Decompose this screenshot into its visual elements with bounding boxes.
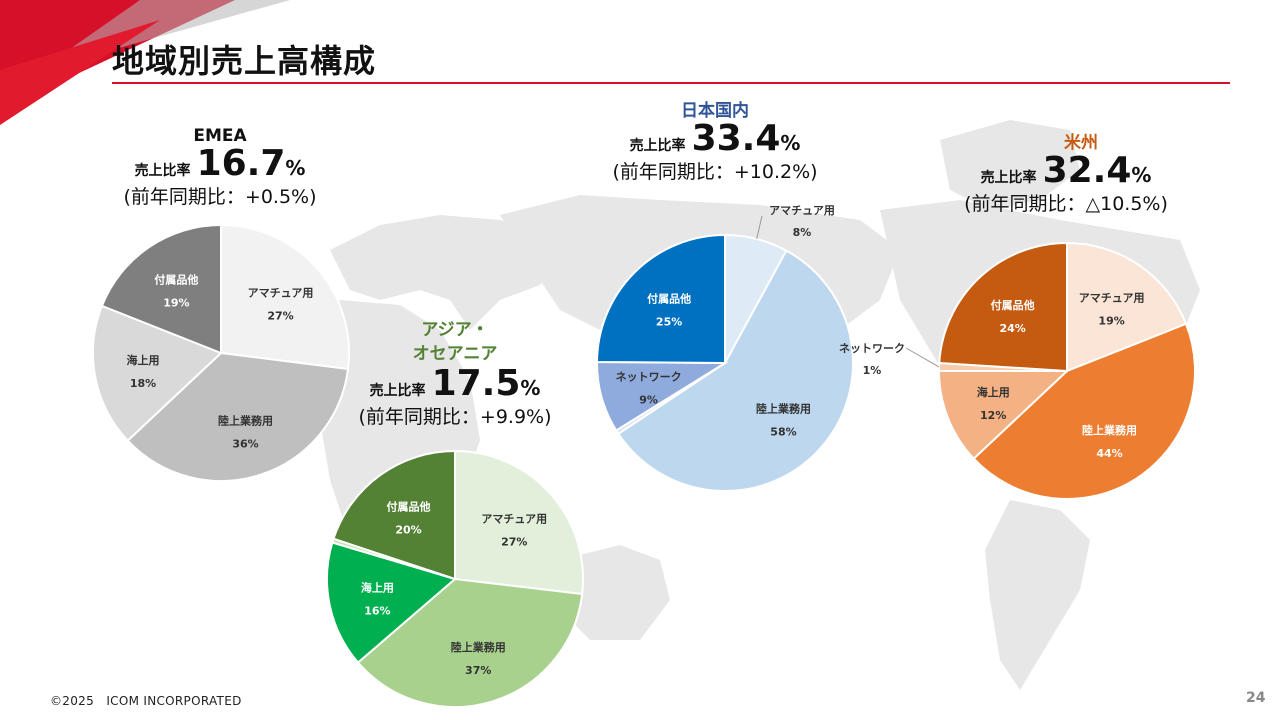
japan-slice-value-0: 8% [793,226,812,239]
americas-ratio: 売上比率 32.4 % [944,153,1188,189]
japan-slice-label-3: ネットワーク [616,370,682,383]
americas-slice-value-0: 19% [1098,314,1124,327]
japan-title: 日本国内 [681,101,749,121]
japan-slice-value-4: 25% [656,316,682,329]
emea-slice-value-3: 19% [163,296,189,309]
americas-header: 米州 売上比率 32.4 % (前年同期比：△10.5%) [944,128,1188,216]
emea-pie-chart: アマチュア用 27% 陸上業務用 36% 海上用 18% 付属品他 19% [92,223,350,482]
japan-ratio-unit: % [780,131,801,155]
japan-yoy: (前年同期比：+10.2%) [612,161,818,183]
emea-slice-0 [220,223,350,371]
emea-ratio-unit: % [285,156,306,180]
asia-yoy: (前年同期比：+9.9%) [358,406,552,428]
japan-ratio-value: 33.4 [691,118,781,159]
americas-ratio-value: 32.4 [1042,150,1132,191]
americas-slice-label-2: 海上用 [977,385,1010,399]
americas-leader-line-3 [905,347,940,368]
japan-slice-value-1: 58% [770,426,796,439]
americas-slice-value-1: 44% [1096,447,1122,460]
emea-slice-value-2: 18% [130,377,156,390]
americas-slice-value-3: 1% [863,364,882,377]
asia-slice-label-4: 付属品他 [387,500,431,514]
americas-slice-value-2: 12% [980,409,1006,422]
emea-ratio-label: 売上比率 [134,163,191,179]
emea-slice-label-2: 海上用 [127,353,160,367]
japan-pie-chart: 陸上業務用 58% ネットワーク 9% 付属品他 25% [595,233,854,492]
japan-slice-4 [595,233,726,365]
americas-pie-chart: アマチュア用 19% 陸上業務用 44% 海上用 12% 付属品他 24% [937,241,1196,500]
asia-slice-value-2: 16% [364,605,390,618]
asia-slice-4 [332,449,456,581]
americas-ratio-unit: % [1131,163,1152,187]
japan-ratio-label: 売上比率 [629,138,686,154]
japan-ratio: 売上比率 33.4 % [590,121,840,157]
americas-title: 米州 [1064,133,1098,153]
emea-ratio: 売上比率 16.7 % [100,146,340,182]
asia-header: アジア・ オセアニア 売上比率 17.5 % (前年同期比：+9.9%) [340,318,570,429]
americas-slice-value-4: 24% [1000,322,1026,335]
americas-slice-1 [972,322,1196,500]
asia-slice-value-0: 27% [501,535,527,548]
asia-ratio-unit: % [520,376,541,400]
asia-ratio: 売上比率 17.5 % [340,366,570,402]
asia-slice-value-4: 20% [395,524,421,537]
emea-header: EMEA 売上比率 16.7 % (前年同期比：+0.5%) [100,126,340,209]
japan-slice-1 [616,249,854,492]
slide-title: 地域別売上高構成 [112,42,377,80]
japan-slice-label-0: アマチュア用 [769,204,835,217]
japan-leader-line-0 [756,215,763,240]
emea-slice-value-0: 27% [267,310,293,323]
americas-slice-4 [938,241,1068,373]
asia-slice-label-0: アマチュア用 [481,512,547,525]
emea-slice-1 [126,351,350,482]
americas-slice-0 [1066,241,1188,373]
copyright-footer: ©2025 ICOM INCORPORATED [50,694,242,708]
asia-pie-chart: アマチュア用 27% 陸上業務用 37% 海上用 16% 付属品他 20% [326,449,584,708]
americas-slice-2 [937,370,1070,461]
emea-title: EMEA [193,126,247,146]
page-number: 24 [1246,690,1266,706]
emea-ratio-value: 16.7 [196,143,286,184]
japan-slice-label-4: 付属品他 [647,292,691,306]
asia-slice-2 [326,541,458,664]
emea-slice-label-3: 付属品他 [154,272,198,286]
emea-slice-2 [92,304,223,443]
americas-slice-label-0: アマチュア用 [1079,291,1145,304]
emea-slice-label-1: 陸上業務用 [218,413,273,427]
americas-yoy: (前年同期比：△10.5%) [964,193,1168,215]
asia-title: アジア・ オセアニア [340,318,570,366]
emea-slice-value-1: 36% [232,437,258,450]
asia-ratio-label: 売上比率 [369,383,426,399]
japan-slice-value-3: 9% [639,393,658,406]
asia-title-line-1: アジア・ [421,320,489,340]
americas-slice-label-1: 陸上業務用 [1082,423,1137,437]
emea-slice-label-0: アマチュア用 [248,287,314,300]
asia-slice-0 [454,449,584,596]
asia-slice-value-1: 37% [465,664,491,677]
asia-ratio-value: 17.5 [431,363,521,404]
americas-ratio-label: 売上比率 [980,170,1037,186]
americas-slice-label-3: ネットワーク [839,342,905,355]
asia-slice-label-2: 海上用 [361,581,394,595]
americas-slice-label-4: 付属品他 [991,298,1035,312]
japan-header: 日本国内 売上比率 33.4 % (前年同期比：+10.2%) [590,96,840,184]
emea-slice-3 [100,223,222,355]
asia-slice-label-1: 陸上業務用 [451,640,506,654]
asia-title-line-2: オセアニア [412,344,498,364]
title-rule [112,82,1230,84]
asia-slice-1 [356,577,584,708]
emea-yoy: (前年同期比：+0.5%) [123,186,317,208]
japan-slice-label-1: 陸上業務用 [756,402,811,416]
